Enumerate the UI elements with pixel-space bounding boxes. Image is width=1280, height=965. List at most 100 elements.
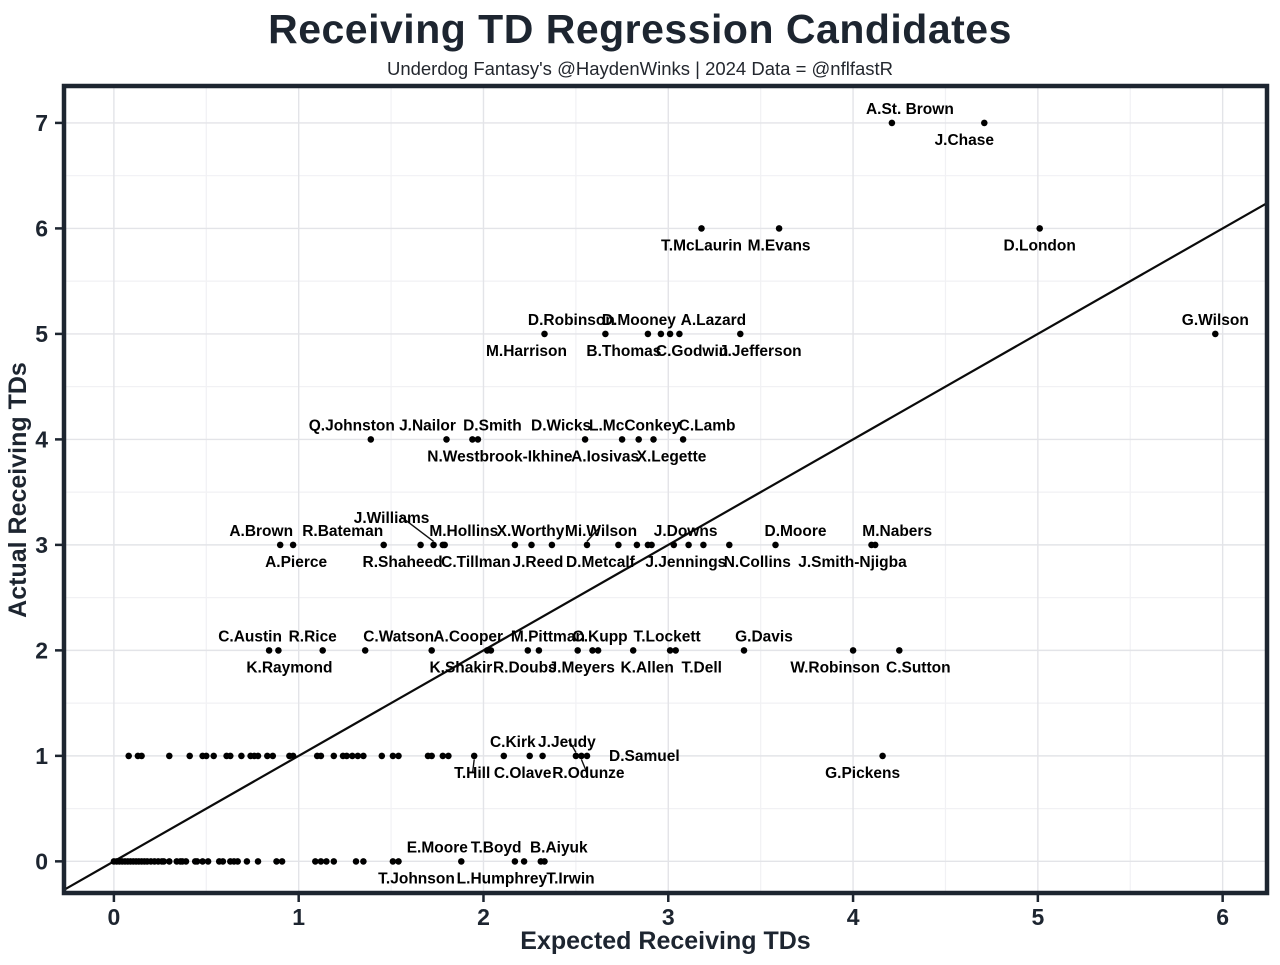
- data-point: [254, 752, 262, 760]
- point-label: J.Williams: [354, 510, 430, 527]
- x-tick-label: 5: [1032, 904, 1045, 930]
- point-label: Q.Johnston: [309, 417, 395, 434]
- leader-line: [568, 739, 577, 753]
- point-label: J.Jefferson: [719, 343, 802, 360]
- point-label: D.Samuel: [609, 748, 680, 765]
- leader-line: [586, 528, 599, 542]
- data-point: [395, 858, 402, 865]
- data-point: [740, 647, 748, 654]
- point-label: D.Wicks: [531, 417, 591, 434]
- data-point: [395, 752, 402, 760]
- point-label: A.St. Brown: [866, 101, 954, 118]
- leader-line: [471, 759, 475, 773]
- data-point: [458, 858, 465, 865]
- point-label: R.Doubs: [493, 659, 557, 676]
- data-point: [666, 647, 674, 654]
- data-point: [896, 647, 903, 654]
- point-label: Mi.Wilson: [565, 523, 637, 540]
- point-label: J.Meyers: [549, 659, 615, 676]
- data-point: [389, 752, 397, 760]
- point-label: T.Dell: [681, 659, 721, 676]
- data-point: [849, 647, 857, 654]
- point-label: R.Bateman: [302, 523, 383, 540]
- data-point: [238, 752, 245, 760]
- data-point: [278, 858, 286, 865]
- data-point: [430, 541, 437, 549]
- point-label: C.Austin: [218, 628, 282, 645]
- point-label: C.Kupp: [573, 628, 628, 645]
- point-label: M.Pittman: [511, 628, 585, 645]
- data-point: [378, 752, 386, 760]
- data-point: [685, 541, 692, 549]
- point-label: T.Hill: [454, 765, 490, 782]
- point-label: A.Lazard: [681, 312, 746, 329]
- x-axis: 0 1 2 3 4 5 6 Expected Receiving TDs: [108, 895, 1229, 955]
- data-point: [417, 541, 424, 549]
- point-label: K.Allen: [620, 659, 673, 676]
- x-tick-label: 6: [1216, 904, 1229, 930]
- point-label: X.Worthy: [497, 523, 565, 540]
- y-tick-label: 3: [35, 532, 48, 558]
- data-point: [243, 858, 251, 865]
- point-label: A.Brown: [229, 523, 293, 540]
- data-point: [138, 752, 145, 760]
- data-point: [269, 752, 277, 760]
- data-point: [871, 541, 879, 549]
- point-label: D.Smith: [463, 417, 522, 434]
- point-label: J.Downs: [654, 523, 718, 540]
- point-label: T.Irwin: [546, 870, 594, 887]
- point-label: X.Legette: [637, 448, 707, 465]
- data-point: [541, 858, 548, 865]
- point-label: E.Moore: [407, 839, 469, 856]
- data-point: [323, 858, 330, 865]
- data-point: [317, 858, 325, 865]
- data-point: [618, 436, 626, 443]
- data-point: [439, 541, 447, 549]
- data-point: [380, 541, 388, 549]
- data-point: [470, 752, 478, 760]
- point-label: A.Cooper: [433, 628, 503, 645]
- y-tick-label: 0: [35, 848, 48, 874]
- data-point: [349, 752, 356, 760]
- point-label: J.Reed: [512, 554, 563, 571]
- data-point: [319, 647, 327, 654]
- data-point: [528, 541, 535, 549]
- data-point: [487, 647, 495, 654]
- data-point: [439, 752, 447, 760]
- point-label: M.Harrison: [486, 343, 567, 360]
- data-point: [670, 541, 678, 549]
- leader-line: [580, 759, 588, 774]
- data-point: [360, 858, 367, 865]
- data-point: [700, 541, 707, 549]
- y-axis-title: Actual Receiving TDs: [4, 362, 32, 618]
- y-tick-label: 4: [35, 426, 48, 452]
- data-point: [633, 541, 641, 549]
- data-point: [500, 752, 508, 760]
- data-point: [526, 752, 533, 760]
- data-point: [648, 541, 655, 549]
- data-point: [264, 752, 271, 760]
- point-label: A.Pierce: [265, 554, 327, 571]
- data-point: [772, 541, 779, 549]
- point-label: G.Wilson: [1182, 312, 1249, 329]
- data-point: [289, 752, 297, 760]
- data-point: [679, 436, 687, 443]
- point-label: N.Westbrook-Ikhine: [427, 448, 573, 465]
- data-point: [312, 858, 319, 865]
- data-point: [343, 752, 351, 760]
- data-point: [330, 858, 338, 865]
- data-point: [1036, 225, 1043, 232]
- point-label: C.Lamb: [679, 417, 736, 434]
- data-point: [578, 752, 585, 760]
- data-point: [469, 436, 476, 443]
- point-label: C.Watson: [363, 628, 434, 645]
- point-label: G.Davis: [735, 628, 793, 645]
- data-point: [635, 436, 642, 443]
- point-label: C.Godwin: [656, 343, 728, 360]
- x-tick-label: 4: [847, 904, 860, 930]
- data-point: [511, 541, 519, 549]
- data-point: [539, 752, 546, 760]
- data-point: [524, 647, 532, 654]
- point-label: N.Collins: [724, 554, 791, 571]
